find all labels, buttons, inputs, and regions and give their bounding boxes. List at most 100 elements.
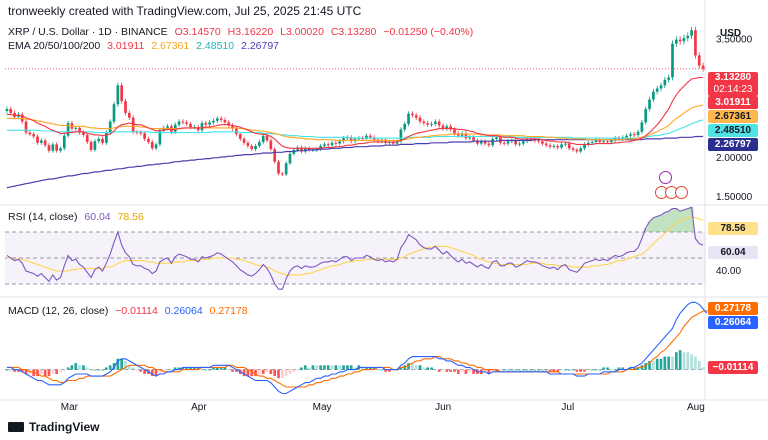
candle-body: [445, 126, 449, 129]
candle-body: [430, 123, 433, 125]
macd-histogram-bar: [594, 369, 598, 371]
signal-tag: 0.27178: [708, 302, 758, 315]
macd-histogram-bar: [525, 369, 529, 371]
candle-body: [74, 127, 78, 129]
macd-histogram-bar: [280, 369, 284, 379]
macd-histogram-bar: [380, 369, 384, 371]
macd-histogram-bar: [47, 369, 51, 377]
macd-histogram-bar: [388, 369, 391, 372]
ema-label: EMA 20/50/100/200: [8, 40, 101, 52]
macd-histogram-bar: [571, 369, 575, 371]
macd-histogram-bar: [483, 369, 487, 372]
candle-body: [32, 134, 36, 137]
close-value: C3.13280: [330, 26, 377, 38]
candle-body: [636, 131, 640, 135]
symbol-name[interactable]: XRP / U.S. Dollar · 1D · BINANCE: [8, 26, 168, 38]
candle-body: [66, 123, 70, 136]
economic-event-icon[interactable]: [675, 186, 688, 199]
candle-body: [127, 112, 131, 118]
currency-label[interactable]: USD: [720, 28, 742, 39]
macd-histogram-bar: [361, 367, 364, 370]
candle-body: [303, 148, 307, 152]
macd-histogram-bar: [426, 367, 430, 370]
candle-body: [154, 144, 158, 149]
candle-body: [242, 138, 246, 143]
candle-body: [97, 138, 101, 142]
candle-body: [437, 121, 441, 126]
candle-body: [204, 123, 208, 125]
macd-histogram-bar: [231, 369, 234, 372]
time-axis-label: Mar: [61, 402, 79, 413]
macd-histogram-bar: [663, 356, 667, 370]
macd-histogram-bar: [372, 367, 376, 370]
macd-histogram-bar: [32, 369, 36, 377]
macd-histogram-bar: [667, 356, 670, 370]
macd-histogram-bar: [139, 369, 143, 372]
macd-histogram-bar: [162, 369, 166, 372]
macd-histogram-bar: [533, 369, 537, 371]
ema20-line: [6, 76, 704, 149]
candle-body: [258, 142, 261, 146]
macd-histogram-bar: [399, 367, 403, 370]
ema200-value: 2.26797: [241, 40, 280, 52]
macd-histogram-bar: [583, 369, 586, 372]
dividend-event-icon[interactable]: [659, 171, 672, 184]
macd-histogram-bar: [223, 367, 227, 370]
macd-histogram-bar: [258, 369, 261, 374]
candle-body: [181, 121, 185, 123]
macd-hist-value: −0.01114: [115, 305, 158, 317]
macd-histogram-bar: [36, 369, 39, 377]
candle-body: [273, 149, 277, 162]
ema50-value: 2.67361: [151, 40, 190, 52]
macd-histogram-bar: [261, 369, 265, 374]
macd-histogram-bar: [235, 369, 238, 372]
macd-histogram-bar: [212, 367, 215, 370]
macd-histogram-bar: [464, 369, 468, 374]
macd-histogram-bar: [334, 365, 338, 370]
candle-body: [166, 126, 169, 128]
time-axis-label: Jun: [435, 402, 451, 413]
candle-body: [476, 140, 479, 144]
candle-body: [686, 35, 690, 39]
price-tick-label: 3.50000: [716, 35, 753, 46]
candle-body: [124, 101, 127, 113]
candle-body: [414, 115, 418, 118]
candle-body: [483, 141, 487, 144]
macd-histogram-bar: [499, 369, 502, 371]
macd-histogram-bar: [227, 369, 231, 371]
macd-legend[interactable]: MACD (12, 26, close) −0.01114 0.26064 0.…: [8, 305, 252, 317]
macd-histogram-bar: [219, 367, 223, 370]
tradingview-brand[interactable]: TradingView: [8, 420, 99, 434]
macd-histogram-bar: [671, 356, 674, 370]
candle-body: [606, 141, 609, 143]
last-price-value: 3.13280: [714, 72, 752, 83]
macd-histogram-bar: [55, 369, 58, 374]
tradingview-logo-icon: [8, 422, 24, 432]
candle-body: [261, 135, 265, 143]
candle-body: [399, 129, 403, 142]
candle-body: [655, 88, 659, 92]
candle-body: [323, 144, 326, 146]
macd-histogram-bar: [246, 369, 250, 377]
macd-histogram-bar: [208, 369, 211, 371]
macd-histogram-bar: [346, 365, 349, 370]
macd-histogram-bar: [9, 369, 13, 371]
macd-histogram-bar: [108, 365, 112, 370]
candle-body: [548, 145, 552, 147]
rsi-legend[interactable]: RSI (14, close) 60.04 78.56: [8, 211, 148, 223]
candle-body: [682, 38, 686, 42]
candle-body: [254, 145, 257, 150]
ema-legend[interactable]: EMA 20/50/100/200 3.01911 2.67361 2.4851…: [8, 40, 283, 52]
candle-body: [139, 132, 143, 134]
candle-body: [269, 140, 273, 150]
macd-histogram-bar: [510, 369, 514, 371]
candle-body: [575, 149, 579, 152]
candle-body: [334, 142, 338, 144]
rsi-ma-value: 78.56: [117, 211, 144, 223]
macd-histogram-bar: [445, 369, 449, 372]
macd-histogram-bar: [204, 369, 208, 371]
macd-histogram-bar: [690, 354, 693, 370]
candle-body: [36, 136, 39, 143]
candle-body: [583, 144, 586, 149]
macd-histogram-bar: [353, 367, 357, 370]
